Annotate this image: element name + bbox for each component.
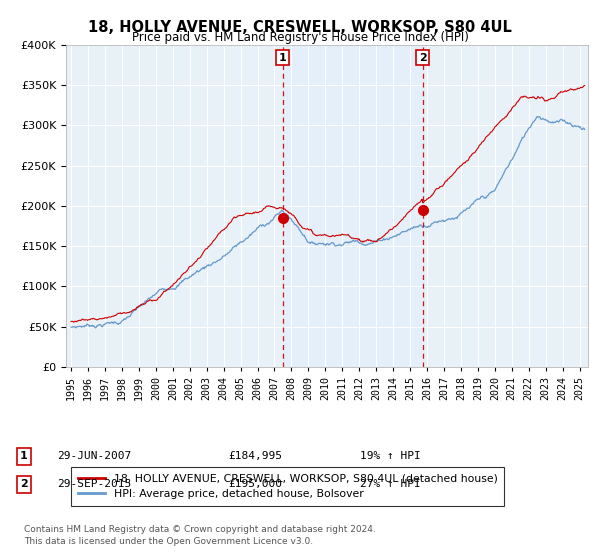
Text: 19% ↑ HPI: 19% ↑ HPI bbox=[360, 451, 421, 461]
Text: £195,000: £195,000 bbox=[228, 479, 282, 489]
Text: 29-JUN-2007: 29-JUN-2007 bbox=[57, 451, 131, 461]
Bar bbox=[283, 45, 422, 367]
Text: Price paid vs. HM Land Registry's House Price Index (HPI): Price paid vs. HM Land Registry's House … bbox=[131, 31, 469, 44]
Text: 1: 1 bbox=[20, 451, 28, 461]
Text: 29-SEP-2015: 29-SEP-2015 bbox=[57, 479, 131, 489]
Text: 1: 1 bbox=[279, 53, 287, 63]
Text: 27% ↑ HPI: 27% ↑ HPI bbox=[360, 479, 421, 489]
Text: 2: 2 bbox=[20, 479, 28, 489]
Text: £184,995: £184,995 bbox=[228, 451, 282, 461]
Legend: 18, HOLLY AVENUE, CRESWELL, WORKSOP, S80 4UL (detached house), HPI: Average pric: 18, HOLLY AVENUE, CRESWELL, WORKSOP, S80… bbox=[71, 467, 504, 506]
Text: 18, HOLLY AVENUE, CRESWELL, WORKSOP, S80 4UL: 18, HOLLY AVENUE, CRESWELL, WORKSOP, S80… bbox=[88, 20, 512, 35]
Text: 2: 2 bbox=[419, 53, 427, 63]
Text: Contains HM Land Registry data © Crown copyright and database right 2024.
This d: Contains HM Land Registry data © Crown c… bbox=[24, 525, 376, 546]
